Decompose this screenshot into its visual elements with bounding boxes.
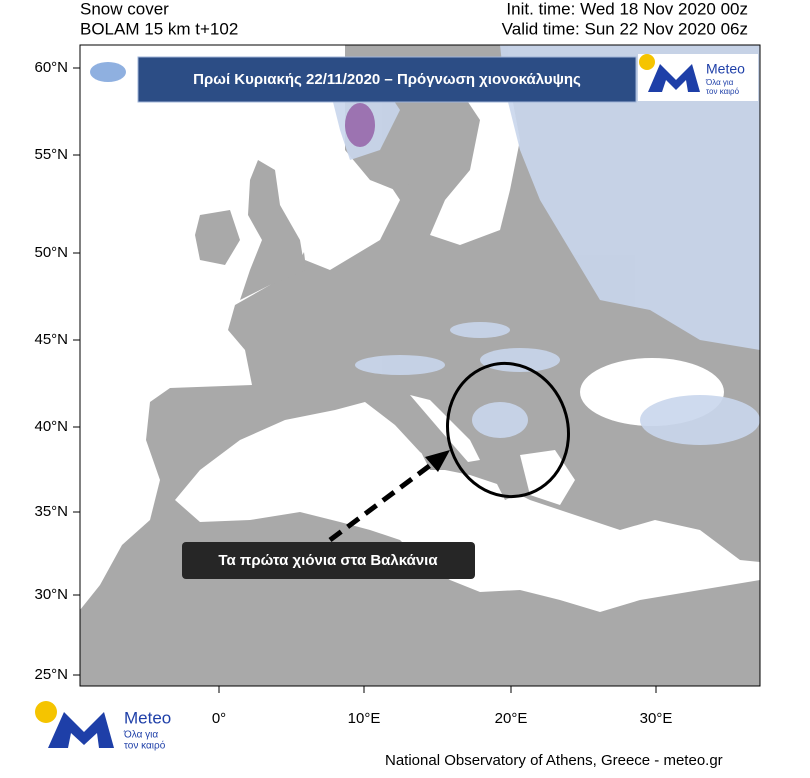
lon-label: 20°E	[495, 710, 528, 727]
logo-m	[648, 64, 700, 92]
deep-snow	[345, 103, 375, 147]
atlantic	[80, 45, 350, 610]
adriatic	[410, 395, 480, 462]
map-frame	[79, 44, 761, 687]
lat-label: 40°N	[34, 418, 68, 435]
lat-label: 45°N	[34, 331, 68, 348]
lat-label: 30°N	[34, 586, 68, 603]
logo-sun	[35, 701, 57, 723]
logo-name: Meteo	[124, 708, 171, 727]
logo-tagline: Όλα για	[705, 78, 734, 87]
title: Snow cover	[80, 0, 169, 18]
arrow-line	[328, 455, 442, 543]
banner-title: Πρωί Κυριακής 22/11/2020 – Πρόγνωση χιον…	[193, 71, 581, 88]
lon-label: 10°E	[348, 710, 381, 727]
lon-label: 0°	[212, 710, 226, 727]
logo-tagline: τον καιρό	[706, 87, 740, 96]
axes: 60°N 55°N 50°N 45°N 40°N 35°N 30°N 25°N 0° 10°E 20…	[34, 59, 672, 727]
mediterranean	[175, 402, 760, 612]
banner	[137, 56, 637, 103]
baltic	[430, 60, 520, 245]
arrow-head	[425, 450, 450, 472]
logo-tagline: Όλα για	[123, 730, 158, 741]
britain	[240, 160, 305, 300]
logo-sun	[639, 54, 655, 70]
greece	[480, 430, 540, 500]
logo-m	[48, 712, 114, 748]
lat-label: 55°N	[34, 146, 68, 163]
lon-label: 30°E	[640, 710, 673, 727]
footer-credit: National Observatory of Athens, Greece -…	[385, 752, 723, 769]
logo-tagline: τον καιρό	[124, 740, 166, 752]
lat-label: 50°N	[34, 244, 68, 261]
lat-label: 60°N	[34, 59, 68, 76]
init-time: Init. time: Wed 18 Nov 2020 00z	[506, 0, 748, 18]
valid-time: Valid time: Sun 22 Nov 2020 06z	[502, 19, 748, 38]
subtitle: BOLAM 15 km t+102	[80, 19, 238, 38]
lat-label: 35°N	[34, 503, 68, 520]
ireland	[195, 210, 240, 265]
lat-label: 25°N	[34, 666, 68, 683]
callout-box	[182, 542, 475, 579]
map	[80, 45, 760, 686]
logo-name: Meteo	[706, 61, 745, 77]
highlight-circle	[446, 361, 570, 499]
callout: Τα πρώτα χιόνια στα Βαλκάνια	[218, 552, 438, 569]
cloud-icon	[90, 62, 126, 82]
